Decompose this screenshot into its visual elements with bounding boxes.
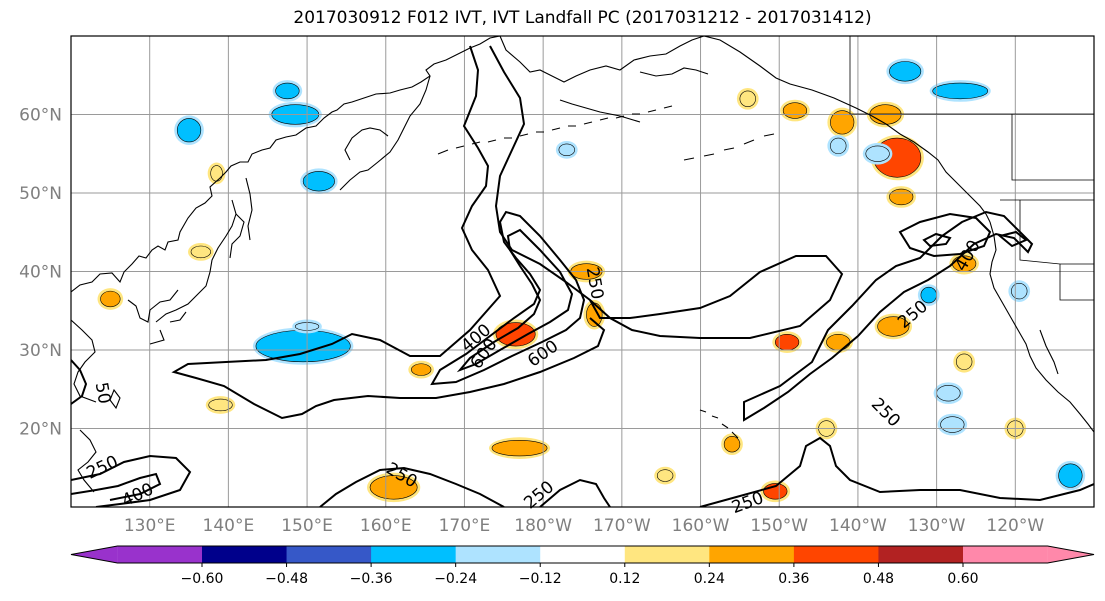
- colorbar-extension-low: [71, 546, 118, 563]
- pc-positive-area: [208, 398, 233, 412]
- colorbar-segment: [963, 546, 1048, 563]
- pc-positive-area: [723, 436, 741, 453]
- colorbar-extension-high: [1047, 546, 1094, 563]
- pc-positive-area: [491, 439, 548, 457]
- coastlines: [71, 36, 1094, 493]
- pc-negative-area: [920, 286, 937, 304]
- longitude-tick-label: 180°W: [514, 516, 572, 536]
- pc-negative-area: [1011, 282, 1028, 300]
- pc-negative-area: [940, 416, 965, 433]
- map-title: 2017030912 F012 IVT, IVT Landfall PC (20…: [293, 8, 872, 28]
- colorbar-tick-label: −0.12: [519, 571, 562, 587]
- colorbar-segment: [793, 546, 879, 563]
- colorbar: −0.60 −0.48 −0.36 −0.24 −0.12 0.12 0.24 0.36 0.4…: [70, 545, 1095, 587]
- longitude-tick-label: 170°E: [439, 516, 491, 536]
- latitude-labels: 20°N 30°N 40°N 50°N 60°N: [19, 106, 62, 440]
- longitude-tick-label: 140°E: [203, 516, 255, 536]
- pc-negative-area: [932, 82, 989, 100]
- pc-negative-area: [255, 330, 351, 363]
- latitude-tick-label: 60°N: [19, 106, 62, 126]
- latitude-tick-label: 40°N: [19, 263, 62, 283]
- colorbar-outline: [70, 545, 1095, 564]
- colorbar-tick-label: −0.24: [434, 571, 477, 587]
- colorbar-tick-label: 0.36: [778, 571, 809, 587]
- pc-positive-area: [826, 333, 851, 351]
- pc-negative-area: [176, 118, 202, 143]
- longitude-labels: 130°E 140°E 150°E 160°E 170°E 180°W 170°W 160°W…: [124, 516, 1045, 536]
- pc-positive-area: [210, 165, 223, 182]
- longitude-tick-label: 170°W: [593, 516, 651, 536]
- colorbar-tick-label: 0.24: [694, 571, 725, 587]
- pc-positive-area: [190, 245, 211, 259]
- colorbar-tick-label: −0.60: [181, 571, 224, 587]
- pc-positive-area: [100, 290, 121, 308]
- colorbar-tick-label: 0.60: [947, 571, 978, 587]
- longitude-tick-label: 130°E: [124, 516, 176, 536]
- pc-positive-area: [889, 188, 914, 206]
- longitude-tick-label: 150°E: [281, 516, 333, 536]
- colorbar-segment: [709, 546, 795, 563]
- lat-lon-gridlines: [71, 36, 1094, 507]
- pc-positive-area: [955, 353, 973, 370]
- pc-positive-area: [830, 110, 855, 135]
- pc-positive-area: [877, 316, 910, 337]
- longitude-tick-label: 160°W: [672, 516, 730, 536]
- pc-positive-area: [495, 322, 536, 347]
- longitude-tick-label: 160°E: [360, 516, 412, 536]
- pc-negative-area: [889, 61, 922, 82]
- pc-positive-area: [369, 475, 418, 500]
- pc-negative-area: [1058, 463, 1083, 488]
- longitude-tick-label: 150°W: [750, 516, 808, 536]
- pc-negative-area: [865, 145, 890, 162]
- latitude-tick-label: 50°N: [19, 184, 62, 204]
- pc-positive-area: [656, 469, 674, 482]
- pc-positive-area: [782, 102, 808, 119]
- longitude-tick-label: 130°W: [908, 516, 966, 536]
- colorbar-tick-label: 0.12: [609, 571, 640, 587]
- pc-negative-area: [275, 82, 300, 100]
- longitude-tick-label: 140°W: [829, 516, 887, 536]
- longitude-tick-label: 120°W: [986, 516, 1044, 536]
- pc-negative-area: [558, 143, 575, 157]
- colorbar-segment: [202, 546, 288, 563]
- ivt-contours: [71, 45, 1094, 507]
- latitude-tick-label: 30°N: [19, 341, 62, 361]
- pc-negative-area: [302, 171, 335, 192]
- colorbar-segment: [286, 546, 372, 563]
- pc-negative-area: [936, 385, 961, 402]
- pc-positive-area: [739, 90, 756, 107]
- colorbar-segment: [371, 546, 457, 563]
- contour-label: 50: [91, 381, 114, 406]
- colorbar-tick-label: 0.48: [863, 571, 894, 587]
- colorbar-segment: [455, 546, 541, 563]
- latitude-tick-label: 20°N: [19, 420, 62, 440]
- map-frame: [70, 35, 1095, 508]
- pc-positive-area: [411, 363, 432, 376]
- colorbar-segment: [624, 546, 710, 563]
- colorbar-segment: [540, 546, 626, 563]
- colorbar-segment: [117, 546, 202, 563]
- colorbar-tick-label: −0.36: [350, 571, 393, 587]
- colorbar-segment: [878, 546, 964, 563]
- colorbar-tick-label: −0.48: [265, 571, 308, 587]
- pc-negative-area: [830, 137, 847, 155]
- political-borders: [849, 36, 1094, 301]
